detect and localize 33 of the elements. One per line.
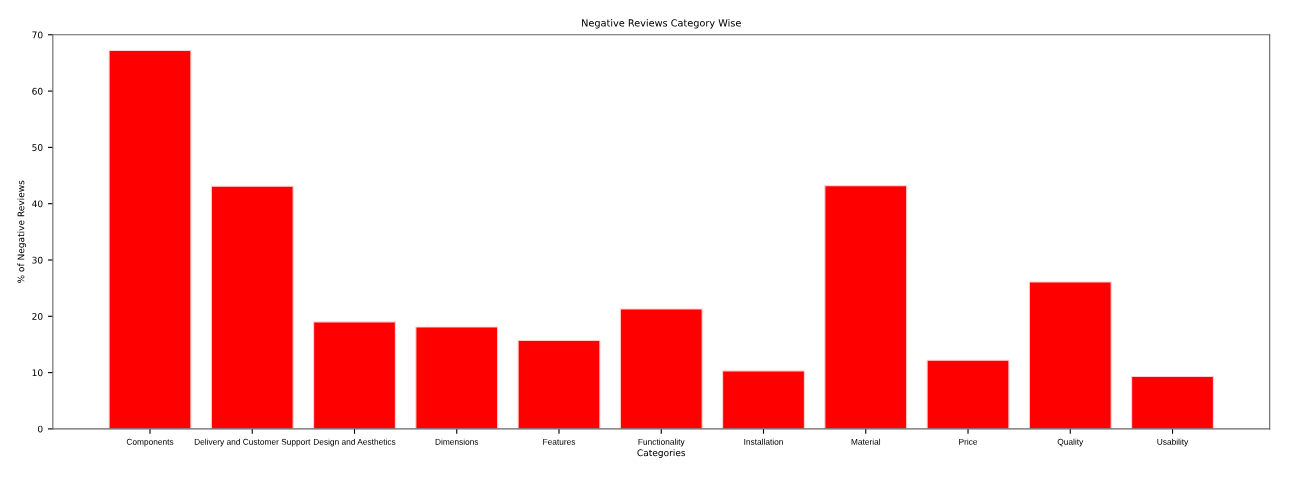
bar [210,185,294,429]
x-tick-label: Delivery and Customer Support [194,438,311,447]
x-tick-label: Price [959,438,978,445]
y-tick-label: 60 [32,87,43,95]
x-tick-label: Design and Aesthetics [313,438,396,447]
y-tick-label: 50 [32,144,43,151]
bar [722,370,805,429]
x-tick-label: Usability [1157,438,1189,447]
y-tick-label: 0 [37,425,43,433]
y-tick-label: 30 [32,256,43,264]
x-tick-label: Dimensions [435,438,479,445]
x-tick-label: Components [126,438,174,447]
bar [1131,375,1214,429]
y-tick-label: 20 [32,313,43,320]
x-tick-label: Installation [744,438,783,445]
x-axis-title: Categories [637,449,686,458]
bar [415,326,499,429]
bar [517,339,601,429]
x-tick-label: Functionality [638,438,685,447]
bar [824,185,908,429]
x-tick-label: Material [851,438,881,445]
bar [313,321,396,429]
y-tick-label: 10 [32,369,43,377]
bar [926,359,1010,429]
y-tick-label: 70 [32,31,43,39]
bar [619,308,703,429]
x-tick-label: Quality [1057,438,1084,447]
x-tick-label: Features [543,438,576,445]
bar [108,49,192,429]
bar [1028,281,1112,429]
chart-title: Negative Reviews Category Wise [582,19,741,29]
y-axis-title: % of Negative Reviews [17,180,27,283]
y-tick-label: 40 [32,200,43,208]
